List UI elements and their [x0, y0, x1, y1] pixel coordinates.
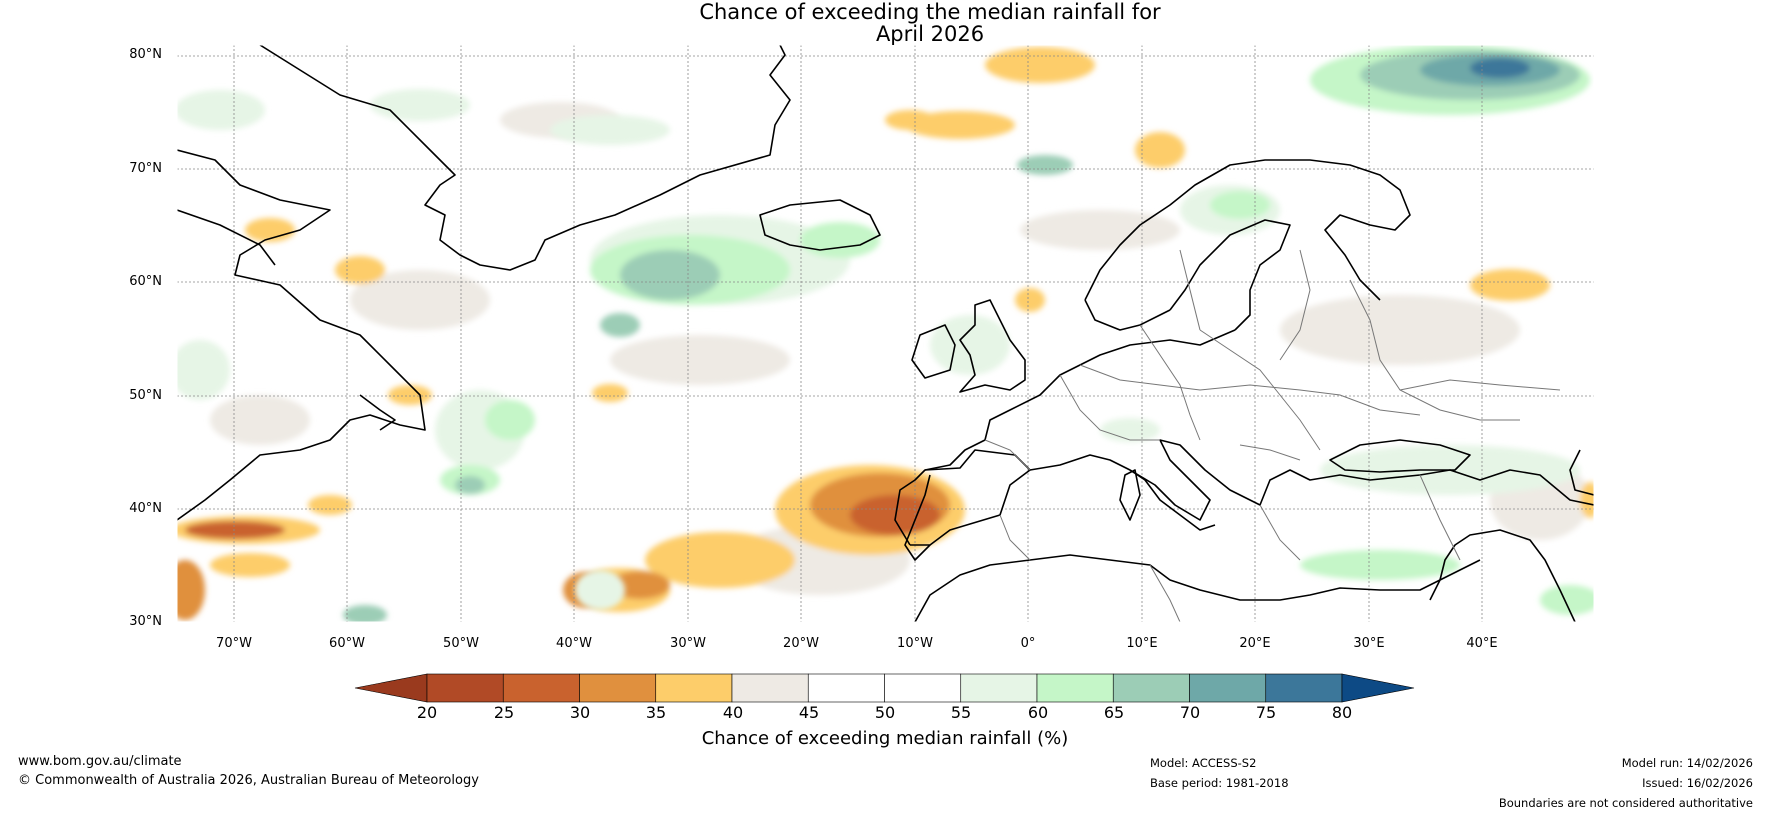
probability-field-wet — [177, 45, 1594, 622]
map-plot-area — [177, 45, 1594, 622]
model-text: Model: ACCESS-S2 — [1150, 756, 1257, 770]
lat-label-30n: 30°N — [129, 614, 162, 629]
lon-label-10e: 10°E — [1126, 636, 1158, 651]
lat-label-50n: 50°N — [129, 388, 162, 403]
colorbar-tick-45: 45 — [798, 703, 820, 722]
lon-label-30w: 30°W — [670, 636, 706, 651]
colorbar-tick-70: 70 — [1179, 703, 1201, 722]
lon-label-60w: 60°W — [329, 636, 365, 651]
lon-label-0: 0° — [1020, 636, 1036, 651]
colorbar-tick-50: 50 — [874, 703, 896, 722]
graticule — [177, 45, 1594, 622]
colorbar-extend-low — [354, 673, 428, 703]
colorbar-bin-20-25 — [426, 673, 504, 703]
base-period-text: Base period: 1981-2018 — [1150, 776, 1289, 790]
lon-label-50w: 50°W — [443, 636, 479, 651]
lat-label-60n: 60°N — [129, 274, 162, 289]
colorbar-tick-25: 25 — [493, 703, 515, 722]
lon-label-70w: 70°W — [216, 636, 252, 651]
colorbar-bin-30-35 — [579, 673, 657, 703]
colorbar — [354, 673, 1415, 703]
colorbar-extend-high — [1341, 673, 1415, 703]
colorbar-bin-45-50 — [807, 673, 885, 703]
colorbar-label: Chance of exceeding median rainfall (%) — [701, 728, 1069, 749]
lat-label-40n: 40°N — [129, 501, 162, 516]
lon-label-20e: 20°E — [1239, 636, 1271, 651]
lon-label-40w: 40°W — [556, 636, 592, 651]
lon-label-20w: 20°W — [783, 636, 819, 651]
colorbar-tick-80: 80 — [1331, 703, 1353, 722]
website-text: www.bom.gov.au/climate — [18, 754, 182, 769]
colorbar-tick-40: 40 — [722, 703, 744, 722]
country-borders — [984, 249, 1561, 622]
lon-label-30e: 30°E — [1353, 636, 1385, 651]
map-title-line1: Chance of exceeding the median rainfall … — [699, 0, 1161, 24]
model-run-text: Model run: 14/02/2026 — [1621, 756, 1753, 770]
colorbar-tick-65: 65 — [1103, 703, 1125, 722]
colorbar-bin-60-65 — [1036, 673, 1114, 703]
colorbar-bin-50-55 — [884, 673, 962, 703]
colorbar-bin-35-40 — [655, 673, 733, 703]
lat-label-80n: 80°N — [129, 47, 162, 62]
colorbar-tick-30: 30 — [569, 703, 591, 722]
lon-label-10w: 10°W — [897, 636, 933, 651]
colorbar-bin-40-45 — [731, 673, 809, 703]
colorbar-tick-60: 60 — [1027, 703, 1049, 722]
coastlines — [177, 45, 1594, 622]
colorbar-bin-75-80 — [1265, 673, 1343, 703]
colorbar-tick-55: 55 — [950, 703, 972, 722]
colorbar-tick-35: 35 — [645, 703, 667, 722]
map-title-line2: April 2026 — [875, 22, 985, 46]
copyright-text: © Commonwealth of Australia 2026, Austra… — [18, 773, 479, 788]
colorbar-tick-75: 75 — [1255, 703, 1277, 722]
colorbar-bin-55-60 — [960, 673, 1038, 703]
colorbar-tick-20: 20 — [416, 703, 438, 722]
colorbar-bin-70-75 — [1189, 673, 1267, 703]
issued-text: Issued: 16/02/2026 — [1642, 776, 1753, 790]
disclaimer-text: Boundaries are not considered authoritat… — [1498, 796, 1753, 810]
lon-label-40e: 40°E — [1466, 636, 1498, 651]
colorbar-bin-65-70 — [1112, 673, 1190, 703]
lat-label-70n: 70°N — [129, 161, 162, 176]
colorbar-bin-25-30 — [502, 673, 580, 703]
